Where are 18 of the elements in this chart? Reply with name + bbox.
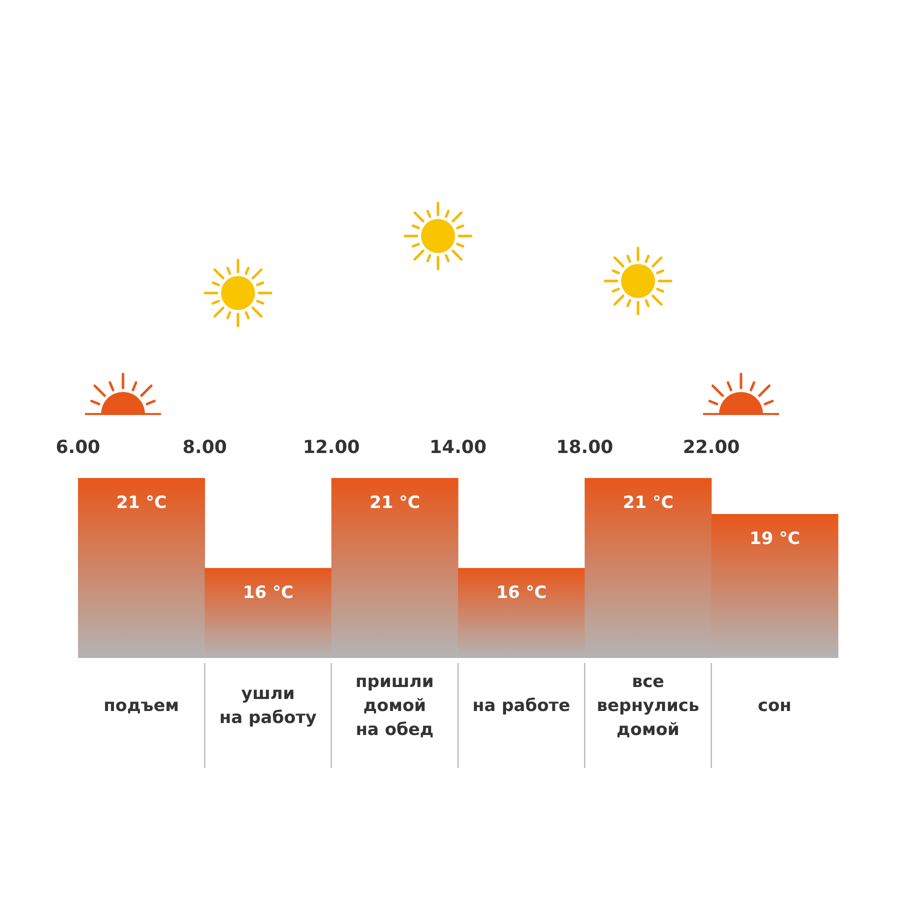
text: 22.00: [682, 437, 740, 458]
text: 8.00: [182, 437, 227, 458]
text: 14.00: [430, 437, 486, 458]
text: 6.00: [56, 437, 100, 458]
data-label: 16 °C: [496, 583, 547, 603]
data-label: 21 °C: [370, 493, 420, 513]
x-tick-label: пришли домой на обед: [356, 672, 434, 740]
data-label: 21 °C: [622, 493, 674, 513]
data-label: 21 °C: [116, 493, 167, 513]
data-label: 16 °C: [242, 583, 294, 603]
data-label: 19 °C: [750, 529, 800, 549]
x-tick-label: подъем: [104, 696, 180, 716]
x-tick-label: ушли на работу: [219, 684, 317, 728]
text: 12.00: [302, 437, 360, 458]
text: 18.00: [556, 437, 614, 458]
x-tick-label: сон: [758, 696, 792, 716]
x-tick-label: все вернулись домой: [596, 672, 700, 740]
x-tick-label: на работе: [472, 696, 570, 716]
